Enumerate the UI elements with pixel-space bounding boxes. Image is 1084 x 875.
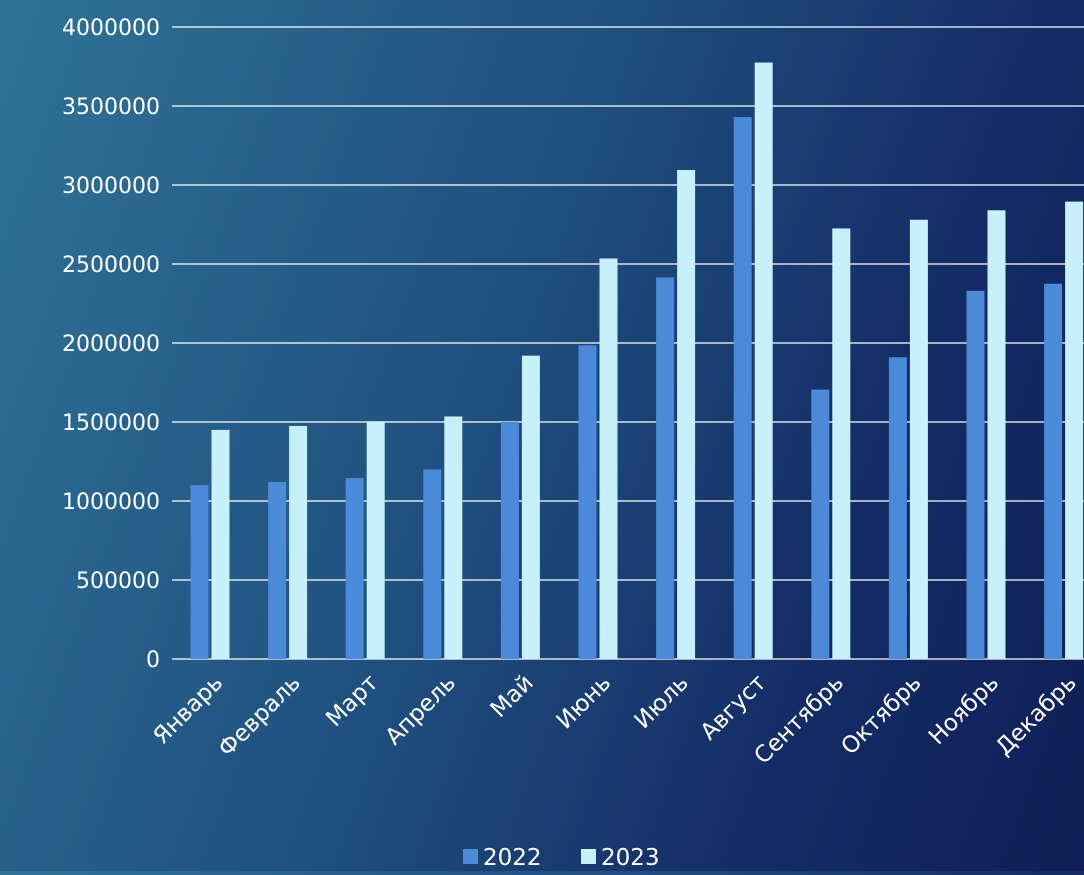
y-axis-tick-labels: 0 500000 1000000 1500000 2000000 2500000 30000… (62, 16, 160, 673)
bar-2023-2 (289, 425, 308, 659)
x-category-label: Апрель (381, 670, 461, 750)
legend-swatch-2023 (581, 849, 596, 864)
x-category-label: Октябрь (836, 670, 926, 760)
bar-2022-7 (656, 277, 675, 659)
y-tick-label: 2000000 (62, 332, 160, 357)
y-tick-label: 1500000 (62, 411, 160, 436)
x-category-label: Май (486, 670, 539, 723)
bar-2022-6 (578, 345, 597, 659)
x-category-label: Декабрь (991, 670, 1082, 761)
legend-swatch-2022 (463, 849, 478, 864)
y-tick-label: 2500000 (62, 253, 160, 278)
bar-2023-8 (754, 62, 773, 660)
bar-2022-2 (268, 482, 287, 659)
bar-2023-3 (366, 421, 385, 659)
legend-label: 2023 (601, 845, 660, 871)
bar-2022-11 (966, 290, 985, 659)
bar-2022-12 (1044, 283, 1063, 659)
bar-2022-4 (423, 469, 442, 659)
bar-2022-9 (811, 389, 830, 659)
x-category-label: Август (696, 670, 772, 746)
y-tick-label: 1000000 (62, 490, 160, 515)
gridlines (172, 26, 1084, 660)
x-category-label: Февраль (214, 670, 306, 762)
bar-2023-7 (677, 169, 696, 660)
x-category-label: Июнь (552, 670, 616, 734)
bar-2023-10 (909, 219, 928, 659)
y-tick-label: 4000000 (62, 16, 160, 41)
x-category-label: Март (321, 670, 383, 732)
x-category-label: Июль (630, 670, 694, 734)
legend-label: 2022 (483, 845, 542, 871)
bar-2023-9 (832, 228, 851, 659)
bar-2023-1 (211, 429, 230, 659)
bar-2023-4 (444, 416, 463, 659)
bar-2023-12 (1065, 201, 1084, 659)
y-tick-label: 3500000 (62, 95, 160, 120)
bar-2022-3 (345, 478, 364, 659)
bar-2022-5 (500, 422, 519, 659)
bar-2022-1 (190, 485, 209, 659)
y-tick-label: 500000 (76, 569, 160, 594)
bar-2023-6 (599, 258, 618, 659)
y-tick-label: 0 (146, 648, 160, 673)
legend: 2022 2023 (463, 845, 660, 871)
bar-2022-10 (888, 357, 907, 659)
bars (190, 62, 1084, 660)
bar-2022-8 (733, 117, 752, 659)
x-category-label: Январь (148, 670, 228, 750)
bar-2023-5 (521, 355, 540, 659)
x-category-label: Ноябрь (924, 670, 1004, 750)
bar-2023-11 (987, 210, 1006, 659)
y-tick-label: 3000000 (62, 174, 160, 199)
